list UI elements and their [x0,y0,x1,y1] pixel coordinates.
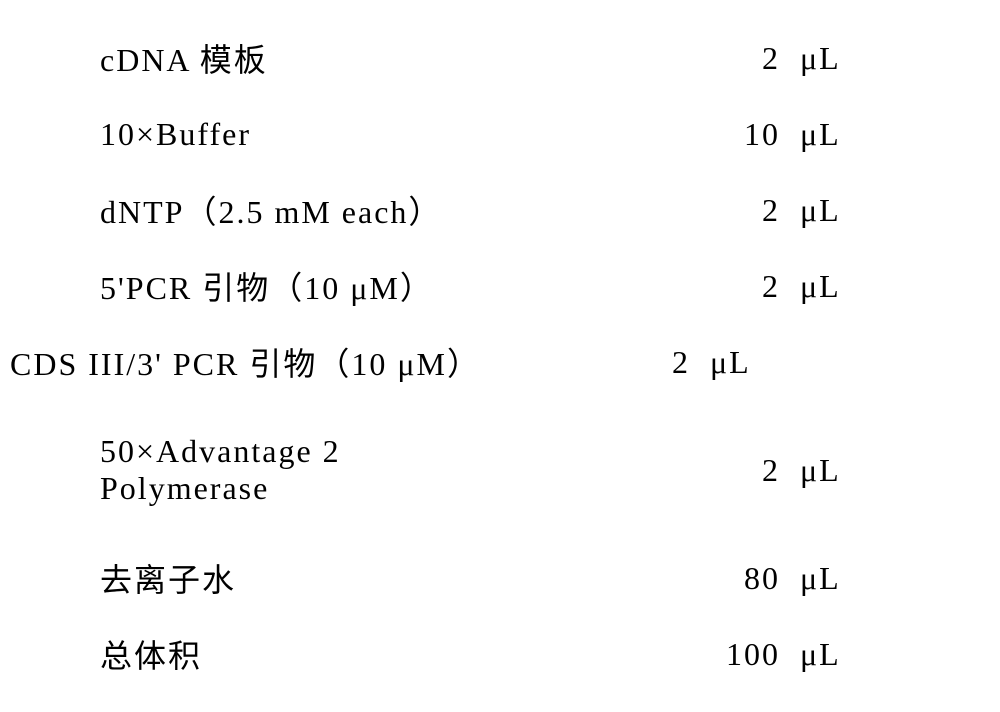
reagent-value: 2 [570,344,690,381]
table-row: 去离子水 80 μL [10,540,920,616]
reagent-unit: μL [780,192,900,229]
reagent-value: 80 [660,560,780,597]
reagent-unit: μL [780,560,900,597]
table-row: 10×Buffer 10 μL [10,96,920,172]
reagent-label: 50×Advantage 2 Polymerase [10,433,660,507]
reagent-unit: μL [780,636,900,673]
reagent-label: 总体积 [10,631,660,677]
reagent-unit: μL [690,344,810,381]
reagent-label: CDS III/3' PCR 引物（10 μM） [10,339,570,385]
reagent-label: 5'PCR 引物（10 μM） [10,263,660,309]
reagent-unit: μL [780,452,900,489]
reagent-label: 去离子水 [10,555,660,601]
reagent-label: dNTP（2.5 mM each） [10,187,660,233]
table-row: 50×Advantage 2 Polymerase 2 μL [10,400,920,540]
table-row: CDS III/3' PCR 引物（10 μM） 2 μL [10,324,920,400]
reagent-unit: μL [780,116,900,153]
reagent-value: 10 [660,116,780,153]
reagent-unit: μL [780,268,900,305]
reagent-value: 2 [660,192,780,229]
table-row: 总体积 100 μL [10,616,920,692]
reagent-value: 2 [660,452,780,489]
reagent-label: cDNA 模板 [10,35,660,81]
table-row: cDNA 模板 2 μL [10,20,920,96]
reagent-table: cDNA 模板 2 μL 10×Buffer 10 μL dNTP（2.5 mM… [0,0,1000,712]
reagent-value: 2 [660,40,780,77]
table-row: 5'PCR 引物（10 μM） 2 μL [10,248,920,324]
reagent-value: 2 [660,268,780,305]
reagent-value: 100 [660,636,780,673]
table-row: dNTP（2.5 mM each） 2 μL [10,172,920,248]
reagent-label: 10×Buffer [10,116,660,153]
reagent-unit: μL [780,40,900,77]
